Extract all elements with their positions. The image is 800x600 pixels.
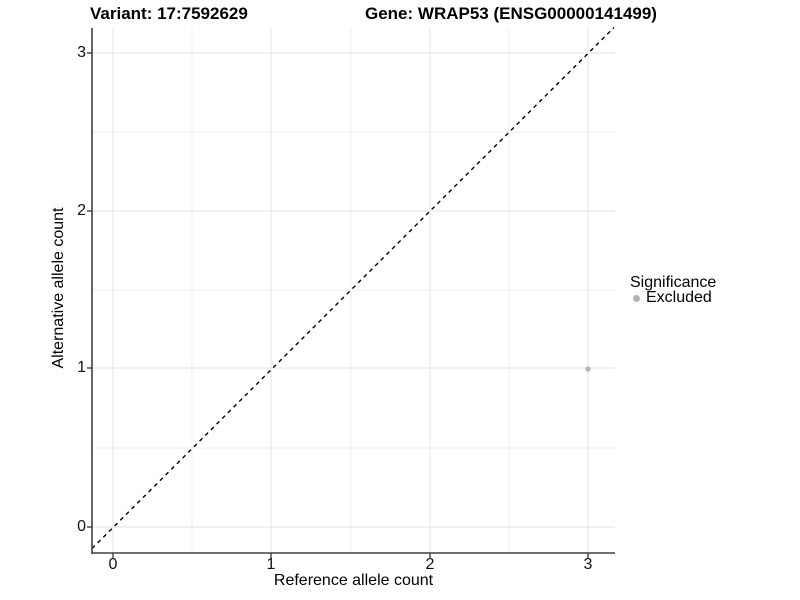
x-axis-title: Reference allele count xyxy=(273,572,434,589)
legend-entry-label: Excluded xyxy=(646,289,712,306)
data-point xyxy=(585,366,591,372)
x-tick-label-2: 2 xyxy=(425,556,435,573)
grid-minor xyxy=(92,28,615,553)
y-axis-title: Alternative allele count xyxy=(50,207,67,369)
y-tick-label-0: 0 xyxy=(77,518,86,535)
chart-title-gene: Gene: WRAP53 (ENSG00000141499) xyxy=(365,4,657,23)
legend-title: Significance xyxy=(630,274,717,291)
y-tick-label-2: 2 xyxy=(77,202,86,219)
legend-point-icon xyxy=(633,294,640,302)
y-tick-label-3: 3 xyxy=(77,44,86,61)
identity-reference-line xyxy=(91,27,615,549)
chart-title-variant: Variant: 17:7592629 xyxy=(90,4,248,23)
grid-major xyxy=(92,28,615,553)
axis-ticks xyxy=(87,52,589,558)
legend-entry-excluded: Excluded xyxy=(633,289,712,307)
y-tick-label-1: 1 xyxy=(77,359,86,376)
x-tick-label-0: 0 xyxy=(108,556,118,573)
x-tick-label-1: 1 xyxy=(266,556,276,573)
x-tick-label-3: 3 xyxy=(583,556,593,573)
